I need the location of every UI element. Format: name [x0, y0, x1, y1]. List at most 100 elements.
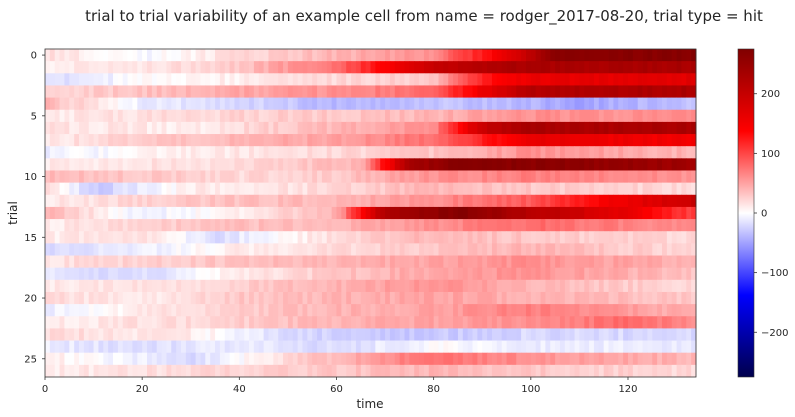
heatmap-cell: [176, 291, 182, 305]
heatmap-cell: [166, 146, 172, 159]
heatmap-cell: [521, 219, 527, 232]
heatmap-cell: [545, 85, 551, 98]
heatmap-cell: [399, 316, 405, 329]
heatmap-cell: [438, 73, 444, 86]
heatmap-cell: [618, 85, 624, 98]
heatmap-cell: [627, 219, 634, 232]
heatmap-cell: [205, 340, 211, 354]
heatmap-cell: [113, 340, 119, 354]
heatmap-cell: [122, 231, 128, 244]
heatmap-cell: [399, 146, 405, 159]
heatmap-cell: [171, 109, 177, 123]
heatmap-cell: [540, 316, 546, 329]
heatmap-cell: [535, 291, 541, 305]
heatmap-cell: [69, 109, 75, 123]
heatmap-cell: [448, 352, 454, 366]
heatmap-cell: [666, 97, 673, 111]
heatmap-cell: [278, 291, 284, 305]
heatmap-cell: [579, 49, 585, 62]
heatmap-cell: [117, 291, 124, 305]
heatmap-cell: [657, 231, 663, 244]
heatmap-cell: [326, 109, 333, 123]
heatmap-cell: [45, 194, 51, 208]
heatmap-cell: [661, 231, 668, 244]
heatmap-cell: [176, 158, 182, 171]
heatmap-cell: [74, 243, 80, 256]
heatmap-cell: [627, 340, 634, 354]
heatmap-cell: [404, 158, 410, 171]
heatmap-cell: [448, 304, 454, 317]
heatmap-cell: [360, 243, 367, 256]
heatmap-cell: [691, 364, 697, 378]
heatmap-cell: [423, 194, 430, 208]
heatmap-cell: [292, 85, 299, 98]
heatmap-cell: [559, 61, 566, 74]
heatmap-cell: [423, 255, 430, 269]
heatmap-cell: [190, 194, 197, 208]
heatmap-cell: [122, 146, 128, 159]
heatmap-cell: [564, 255, 571, 269]
heatmap-cell: [307, 219, 313, 232]
heatmap-cell: [375, 243, 381, 256]
heatmap-cell: [307, 109, 313, 123]
heatmap-cell: [559, 134, 566, 147]
heatmap-cell: [45, 109, 51, 123]
heatmap-cell: [83, 97, 90, 111]
heatmap-cell: [516, 182, 522, 196]
heatmap-cell: [151, 267, 158, 281]
heatmap-cell: [550, 279, 556, 293]
heatmap-cell: [312, 255, 318, 269]
heatmap-cell: [312, 219, 318, 232]
heatmap-cell: [307, 279, 313, 293]
heatmap-cell: [657, 194, 663, 208]
heatmap-cell: [540, 85, 546, 98]
heatmap-cell: [239, 219, 245, 232]
heatmap-cell: [618, 49, 624, 62]
heatmap-cell: [632, 352, 639, 366]
heatmap-cell: [287, 73, 294, 86]
heatmap-cell: [185, 352, 192, 366]
heatmap-cell: [64, 85, 70, 98]
heatmap-cell: [181, 328, 187, 341]
heatmap-cell: [49, 279, 56, 293]
heatmap-cell: [506, 279, 512, 293]
heatmap-cell: [156, 61, 162, 74]
heatmap-cell: [472, 170, 478, 184]
heatmap-cell: [423, 364, 430, 378]
heatmap-cell: [618, 61, 624, 74]
heatmap-cell: [487, 316, 493, 329]
heatmap-cell: [331, 121, 337, 135]
heatmap-cell: [603, 182, 609, 196]
heatmap-cell: [501, 219, 507, 232]
y-tick-label: 15: [24, 233, 37, 244]
heatmap-cell: [307, 328, 313, 341]
heatmap-cell: [224, 364, 231, 378]
heatmap-cell: [647, 255, 653, 269]
heatmap-cell: [127, 49, 133, 62]
heatmap-cell: [409, 170, 415, 184]
heatmap-cell: [462, 243, 469, 256]
heatmap-cell: [370, 97, 376, 111]
heatmap-cell: [593, 316, 600, 329]
heatmap-cell: [205, 121, 211, 135]
heatmap-cell: [307, 304, 313, 317]
heatmap-cell: [618, 316, 624, 329]
heatmap-cell: [273, 146, 279, 159]
heatmap-cell: [166, 364, 172, 378]
heatmap-cell: [453, 243, 459, 256]
heatmap-cell: [506, 134, 512, 147]
heatmap-cell: [351, 61, 357, 74]
heatmap-cell: [253, 352, 260, 366]
heatmap-cell: [312, 85, 318, 98]
heatmap-cell: [569, 231, 575, 244]
heatmap-cell: [487, 243, 493, 256]
heatmap-cell: [555, 73, 561, 86]
heatmap-cell: [637, 85, 643, 98]
heatmap-cell: [351, 206, 357, 220]
heatmap-cell: [428, 316, 435, 329]
heatmap-cell: [195, 279, 201, 293]
heatmap-cell: [156, 219, 162, 232]
heatmap-cell: [385, 194, 391, 208]
heatmap-cell: [93, 340, 99, 354]
heatmap-cell: [258, 109, 265, 123]
